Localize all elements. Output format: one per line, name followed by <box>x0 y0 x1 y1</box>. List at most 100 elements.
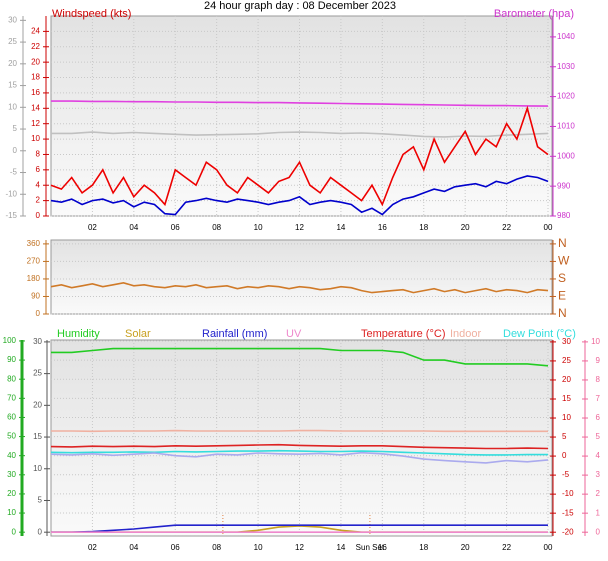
y3-tick-label: 30 <box>8 15 17 24</box>
y-tick-label: 20 <box>7 489 16 498</box>
y2-tick-label: 1040 <box>557 32 575 41</box>
y-tick-label: 90 <box>31 292 40 301</box>
series-line <box>51 524 548 533</box>
series-line <box>50 451 549 464</box>
x-tick-label: 12 <box>295 223 304 232</box>
plot-area <box>50 239 553 315</box>
series-line <box>51 131 549 138</box>
y-tick-label: 14 <box>31 103 40 112</box>
y3-tick-label: 10 <box>8 102 17 111</box>
y2-tick-label: N <box>558 236 567 250</box>
y3-tick-label: 20 <box>8 59 17 68</box>
y2-tick-label: 0 <box>38 527 43 536</box>
y4-tick-label: 6 <box>596 413 601 422</box>
x-tick-label: 16 <box>378 223 387 232</box>
plot-area <box>50 339 553 537</box>
legend-entry: UV <box>286 328 302 340</box>
y3-tick-label: -10 <box>562 489 574 498</box>
series-line <box>50 449 548 456</box>
y2-tick-label: W <box>558 254 570 268</box>
y2-tick-label: 990 <box>557 181 571 190</box>
y-tick-label: 0 <box>36 309 41 318</box>
y3-tick-label: -20 <box>562 527 574 536</box>
legend-entry: Solar <box>125 328 151 340</box>
y3-tick-label: 20 <box>562 375 571 384</box>
y4-tick-label: 1 <box>596 508 601 517</box>
y3-tick-label: 25 <box>8 37 17 46</box>
y-tick-label: 2 <box>36 196 41 205</box>
y2-tick-label: 980 <box>557 211 571 220</box>
y3-tick-label: 0 <box>13 146 18 155</box>
y4-tick-label: 4 <box>596 451 601 460</box>
series-line <box>51 429 548 433</box>
y2-axis-label: Barometer (hpa) <box>494 8 574 20</box>
x-tick-label: 08 <box>212 543 221 552</box>
y3-tick-label: 5 <box>13 124 18 133</box>
x-tick-label: 10 <box>254 223 263 232</box>
y-tick-label: 20 <box>31 57 40 66</box>
y4-tick-label: 2 <box>596 489 601 498</box>
x-tick-label: 04 <box>129 543 138 552</box>
y2-tick-label: N <box>558 306 567 320</box>
series-line <box>50 105 549 207</box>
y2-tick-label: 1020 <box>557 92 575 101</box>
x-tick-label: 10 <box>254 543 263 552</box>
series-line <box>50 443 549 450</box>
x-tick-label: 04 <box>129 223 138 232</box>
x-tick-label: 06 <box>171 543 180 552</box>
legend-entry: Rainfall (mm) <box>202 328 267 340</box>
legend-entry: Dew Point (°C) <box>503 328 576 340</box>
y3-tick-label: -10 <box>5 189 17 198</box>
y-tick-label: 70 <box>7 393 16 402</box>
chart-title: 24 hour graph day : 08 December 2023 <box>204 0 396 12</box>
x-tick-label: 16 <box>378 543 387 552</box>
x-tick-label: 00 <box>544 543 553 552</box>
y3-tick-label: -5 <box>562 470 570 479</box>
x-tick-label: 14 <box>336 543 345 552</box>
y-tick-label: 30 <box>7 470 16 479</box>
y2-tick-label: 1030 <box>557 62 575 71</box>
y4-tick-label: 10 <box>591 337 600 346</box>
y4-tick-label: 3 <box>596 470 601 479</box>
y3-tick-label: 25 <box>562 356 571 365</box>
y3-tick-label: 10 <box>562 413 571 422</box>
x-tick-label: 18 <box>419 543 428 552</box>
y3-tick-label: 0 <box>562 451 567 460</box>
y4-tick-label: 9 <box>596 356 601 365</box>
y4-tick-label: 7 <box>596 394 601 403</box>
y2-tick-label: E <box>558 289 566 303</box>
y-tick-label: 10 <box>7 508 16 517</box>
y-tick-label: 360 <box>27 239 41 248</box>
plot-area <box>50 15 553 217</box>
x-tick-label: 02 <box>88 223 97 232</box>
x-tick-label: 20 <box>461 543 470 552</box>
y-tick-label: 0 <box>12 527 17 536</box>
y-tick-label: 270 <box>27 257 41 266</box>
y-tick-label: 100 <box>3 336 17 345</box>
y-tick-label: 10 <box>31 134 40 143</box>
y-axis-label: Windspeed (kts) <box>52 8 131 20</box>
y3-tick-label: -15 <box>5 211 17 220</box>
y-tick-label: 80 <box>7 374 16 383</box>
legend-entry: Indoor <box>450 328 482 340</box>
x-tick-label: 02 <box>88 543 97 552</box>
y3-tick-label: 15 <box>8 81 17 90</box>
series-line <box>51 347 549 367</box>
y2-tick-label: S <box>558 271 566 285</box>
y-tick-label: 40 <box>7 451 16 460</box>
y2-tick-label: 1000 <box>557 151 575 160</box>
y-tick-label: 50 <box>7 432 16 441</box>
y-tick-label: 22 <box>31 42 40 51</box>
x-tick-label: 12 <box>295 543 304 552</box>
y-tick-label: 18 <box>31 73 40 82</box>
y2-tick-label: 5 <box>38 496 43 505</box>
x-tick-label: 08 <box>212 223 221 232</box>
y-tick-label: 6 <box>36 165 41 174</box>
y4-tick-label: 8 <box>596 375 601 384</box>
y-tick-label: 12 <box>31 119 40 128</box>
y2-tick-label: 1010 <box>557 122 575 131</box>
y3-tick-label: -5 <box>10 168 18 177</box>
series-line <box>50 281 549 294</box>
